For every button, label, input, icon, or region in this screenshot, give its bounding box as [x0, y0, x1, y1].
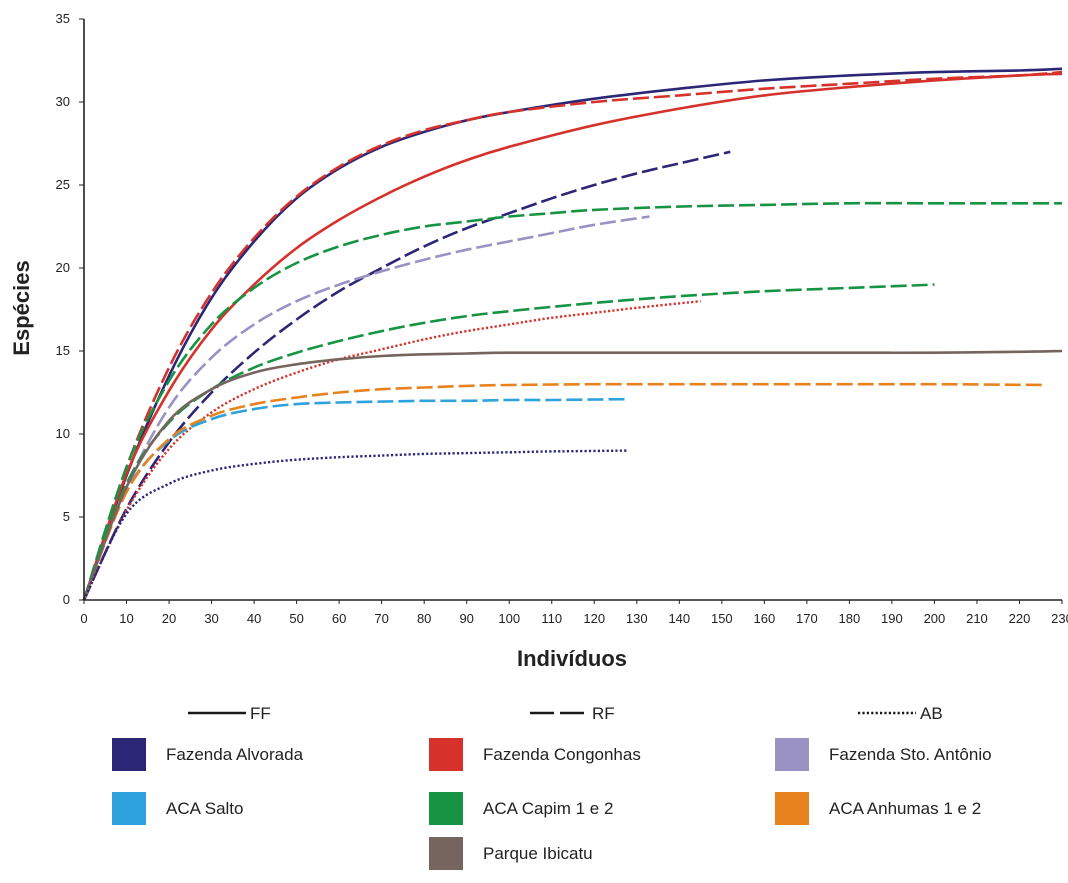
x-tick-label: 220 — [1009, 611, 1031, 626]
x-tick-label: 230 — [1051, 611, 1068, 626]
y-tick-label: 25 — [56, 177, 70, 192]
legend-swatch — [775, 738, 809, 771]
x-tick-label: 80 — [417, 611, 431, 626]
legend-style-label: AB — [920, 704, 943, 723]
x-tick-label: 30 — [204, 611, 218, 626]
series-line-0 — [82, 67, 1063, 601]
legend-style-label: RF — [592, 704, 615, 723]
x-tick-label: 210 — [966, 611, 988, 626]
y-tick-label: 15 — [56, 343, 70, 358]
x-tick-label: 110 — [541, 611, 562, 626]
legend-swatch — [112, 792, 146, 825]
x-tick-label: 0 — [80, 611, 87, 626]
y-tick-label: 10 — [56, 426, 70, 441]
x-tick-label: 160 — [753, 611, 775, 626]
legend-site-label: ACA Salto — [166, 799, 244, 818]
axes-layer: 0 5 10 15 20 25 30 35 0 10 20 30 40 50 60 70 80 90 100 110 1… — [56, 11, 1068, 626]
series-line-4 — [82, 300, 701, 601]
series-line-9 — [82, 382, 1046, 601]
y-tick-label: 0 — [63, 592, 70, 607]
series-line-8 — [82, 283, 935, 601]
legend-site-label: ACA Capim 1 e 2 — [483, 799, 613, 818]
series-line-2 — [82, 72, 1063, 601]
legend-site-label: Fazenda Congonhas — [483, 745, 641, 764]
series-line-5 — [82, 215, 650, 601]
series-line-1 — [82, 150, 731, 601]
series-line-7 — [82, 201, 1063, 601]
legend-swatch — [429, 837, 463, 870]
x-tick-label: 190 — [881, 611, 903, 626]
x-tick-label: 120 — [583, 611, 605, 626]
series-line-6 — [82, 397, 629, 601]
legend-line-styles: FF RF AB — [188, 704, 943, 723]
legend-swatch — [429, 738, 463, 771]
x-tick-label: 50 — [289, 611, 303, 626]
x-tick-label: 10 — [119, 611, 133, 626]
x-tick-label: 170 — [796, 611, 818, 626]
x-tick-label: 130 — [626, 611, 648, 626]
x-tick-label: 200 — [924, 611, 946, 626]
legend-swatch — [429, 792, 463, 825]
x-tick-label: 100 — [498, 611, 520, 626]
x-tick-label: 20 — [162, 611, 176, 626]
x-tick-label: 150 — [711, 611, 733, 626]
x-tick-label: 90 — [459, 611, 473, 626]
legend-swatch — [775, 792, 809, 825]
series-line-3 — [82, 70, 1063, 601]
x-tick-label: 40 — [247, 611, 261, 626]
legend-swatch — [112, 738, 146, 771]
series-line-11 — [82, 449, 629, 601]
y-tick-label: 5 — [63, 509, 70, 524]
legend-style-label: FF — [250, 704, 271, 723]
y-tick-label: 35 — [56, 11, 70, 26]
legend-site-label: Fazenda Alvorada — [166, 745, 304, 764]
x-tick-label: 140 — [668, 611, 690, 626]
series-layer — [82, 67, 1063, 601]
y-axis-title: Espécies — [9, 260, 34, 355]
legend-sites: Fazenda Alvorada Fazenda Congonhas Fazenda… — [112, 738, 992, 870]
x-tick-label: 180 — [839, 611, 861, 626]
legend-site-label: ACA Anhumas 1 e 2 — [829, 799, 981, 818]
x-axis-title: Indivíduos — [517, 646, 627, 671]
legend-site-label: Parque Ibicatu — [483, 844, 593, 863]
x-tick-label: 60 — [332, 611, 346, 626]
y-tick-label: 20 — [56, 260, 70, 275]
series-line-10 — [82, 349, 1063, 601]
legend-site-label: Fazenda Sto. Antônio — [829, 745, 992, 764]
x-tick-label: 70 — [374, 611, 388, 626]
y-tick-label: 30 — [56, 94, 70, 109]
